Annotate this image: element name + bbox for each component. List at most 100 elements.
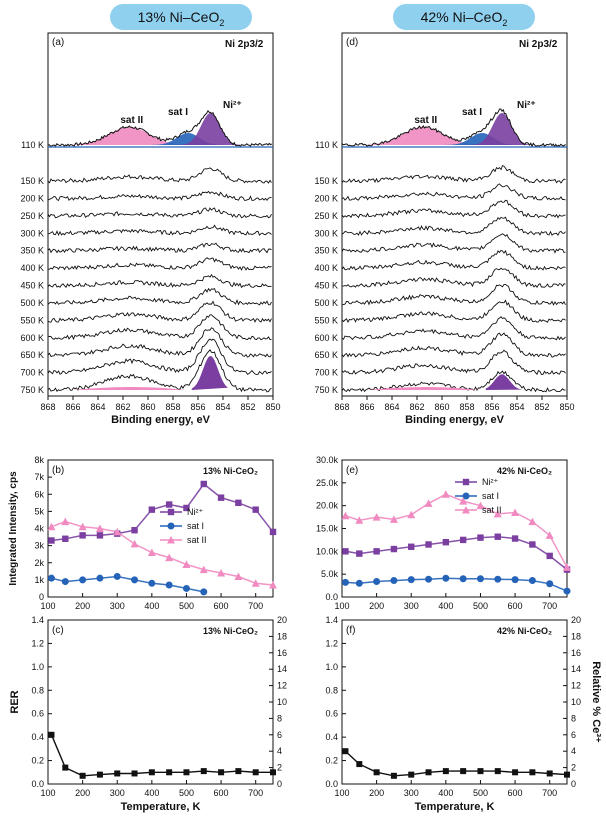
series-label-650k: 650 K — [314, 350, 338, 360]
x-tick-866: 866 — [359, 402, 374, 412]
series-label-150k: 150 K — [314, 176, 338, 186]
point-ni-200 — [373, 548, 380, 555]
point-satii-600 — [511, 508, 520, 517]
point-sati-350 — [131, 576, 139, 584]
rer-point-750 — [564, 771, 570, 778]
rer-point-350 — [425, 769, 432, 776]
y-tick-10.0k: 10.0k — [316, 546, 339, 556]
y-tick-1.2: 1.2 — [325, 638, 338, 648]
y-right-tick-8: 8 — [571, 713, 576, 723]
spectrum-650k-line — [341, 332, 566, 358]
fit-label-sat2: sat II — [414, 115, 437, 126]
x-tick-300: 300 — [110, 788, 125, 798]
spectrum-450k-line — [342, 267, 566, 288]
plot-frame — [341, 459, 568, 598]
y-axis-label: Integrated Intensity, cps — [8, 471, 19, 586]
legend-marker — [167, 508, 175, 516]
spectrum-250k-line — [341, 199, 566, 219]
point-sati-550 — [494, 575, 502, 583]
y-tick-30.0k: 30.0k — [316, 455, 339, 465]
y-tick-4k: 4k — [34, 524, 44, 534]
x-tick-700: 700 — [542, 601, 557, 611]
spectrum-400k-line — [341, 249, 566, 271]
rer-point-600 — [218, 769, 225, 776]
point-ni-450 — [165, 501, 173, 508]
x-tick-856: 856 — [190, 402, 205, 412]
rer-point-350 — [131, 770, 138, 777]
fit-label-ni2: Ni²⁺ — [223, 100, 242, 111]
point-sati-150 — [355, 579, 363, 587]
x-tick-700: 700 — [248, 601, 263, 611]
spectrum-750k-line — [341, 370, 566, 393]
y-right-tick-16: 16 — [571, 648, 581, 658]
point-satii-550 — [493, 509, 502, 518]
spectrum-500k-line — [47, 287, 272, 306]
x-tick-400: 400 — [438, 788, 453, 798]
x-tick-300: 300 — [110, 601, 125, 611]
x-tick-850: 850 — [559, 402, 574, 412]
point-ni-600 — [217, 494, 225, 501]
point-sati-550 — [200, 588, 208, 596]
title-right-sub: 2 — [502, 17, 508, 28]
point-satii-500 — [476, 501, 485, 510]
y-tick-6k: 6k — [34, 489, 44, 499]
x-tick-200: 200 — [75, 601, 90, 611]
y-tick-7k: 7k — [34, 472, 44, 482]
point-satii-300 — [113, 527, 122, 536]
rer-point-150 — [62, 764, 69, 771]
y-tick-0.2: 0.2 — [31, 756, 44, 766]
fit-sat2-area — [342, 127, 567, 145]
point-sati-200 — [79, 576, 87, 584]
x-tick-868: 868 — [334, 402, 349, 412]
point-ni-450 — [459, 536, 467, 544]
rer-point-450 — [166, 769, 173, 776]
spectrum-600k-line — [341, 316, 566, 341]
point-satii-250 — [389, 515, 398, 523]
rer-point-450 — [460, 768, 467, 775]
series-label-600k: 600 K — [20, 333, 44, 343]
y-right-tick-4: 4 — [277, 746, 282, 756]
point-ni-600 — [511, 535, 519, 542]
x-tick-852: 852 — [534, 402, 549, 412]
point-sati-750 — [563, 587, 571, 595]
y-tick-3k: 3k — [34, 541, 44, 551]
y-right-tick-20: 20 — [277, 615, 287, 625]
rer-point-300 — [408, 771, 415, 778]
x-tick-700: 700 — [248, 788, 263, 798]
y-right-tick-18: 18 — [571, 631, 581, 641]
spectrum-110k-line — [341, 108, 566, 148]
x-tick-100: 100 — [334, 601, 349, 611]
spectrum-700k-line — [341, 349, 566, 376]
point-ni-500 — [183, 504, 190, 512]
point-ni-650 — [529, 541, 536, 548]
x-tick-200: 200 — [369, 788, 384, 798]
bottom-fit-sat2-area — [73, 387, 186, 390]
point-satii-150 — [355, 516, 364, 524]
rer-point-110 — [342, 748, 349, 755]
point-satii-650 — [234, 572, 243, 580]
point-satii-400 — [147, 548, 156, 556]
point-ni-250 — [96, 532, 104, 539]
y-tick-0.2: 0.2 — [325, 756, 338, 766]
y-right-tick-20: 20 — [571, 615, 581, 625]
x-tick-868: 868 — [40, 402, 55, 412]
x-tick-860: 860 — [140, 402, 155, 412]
point-satii-400 — [441, 490, 450, 498]
x-tick-856: 856 — [484, 402, 499, 412]
legend-marker — [462, 506, 470, 514]
x-tick-100: 100 — [40, 601, 55, 611]
fit-label-sat1: sat I — [462, 107, 482, 118]
point-sati-350 — [425, 575, 433, 583]
point-ni-150 — [62, 535, 69, 542]
point-sati-450 — [459, 575, 467, 583]
point-ni-750 — [269, 528, 277, 536]
point-sati-150 — [61, 578, 69, 586]
y-tick-0.4: 0.4 — [325, 732, 338, 742]
point-satii-110 — [341, 511, 350, 520]
x-tick-858: 858 — [165, 402, 180, 412]
point-satii-750 — [563, 563, 571, 571]
x-tick-600: 600 — [214, 788, 229, 798]
point-ni-300 — [408, 543, 415, 550]
point-sati-650 — [528, 577, 536, 585]
x-tick-866: 866 — [65, 402, 80, 412]
